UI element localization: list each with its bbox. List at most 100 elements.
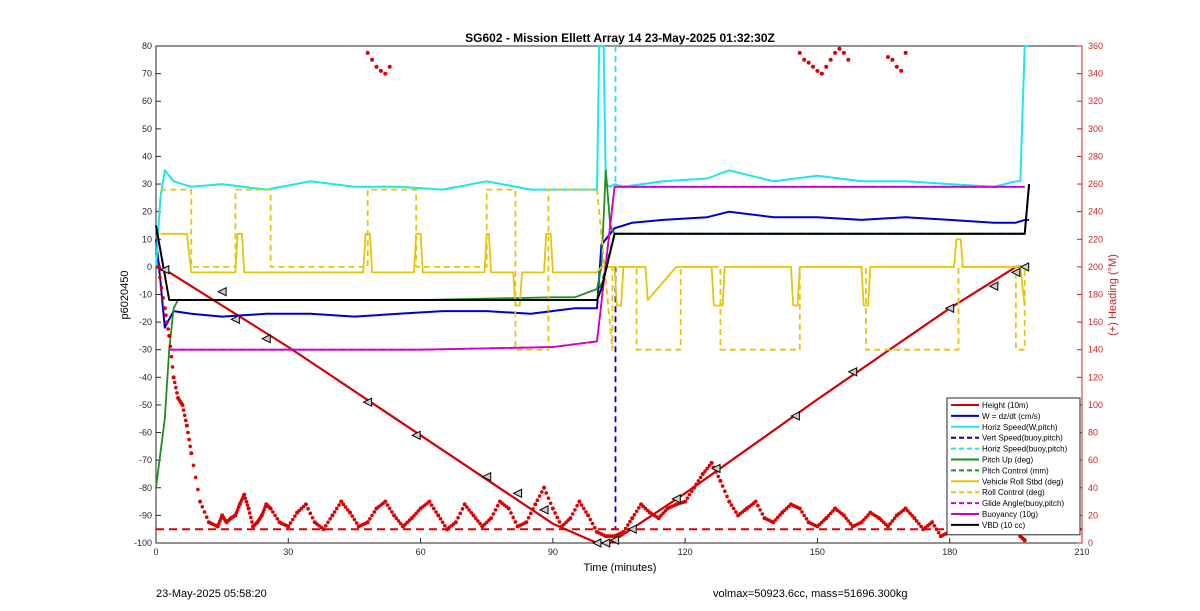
heading-point — [166, 327, 170, 331]
heading-point — [244, 499, 249, 504]
heading-point — [476, 519, 480, 523]
heading-point — [246, 506, 251, 511]
heading-point — [200, 504, 205, 509]
x-axis-label: Time (minutes) — [584, 562, 657, 574]
heading-point — [557, 520, 562, 524]
heading-point — [590, 521, 595, 526]
heading-point — [936, 530, 941, 535]
heading-point — [581, 506, 586, 511]
y-tick-label: 80 — [142, 41, 152, 51]
x-tick-label: 120 — [678, 547, 693, 557]
y-tick-label: -100 — [134, 538, 152, 548]
dive-marker — [1019, 262, 1030, 272]
heading-point — [623, 526, 628, 531]
y2-axis-label: (+) Heading (°M) — [1107, 254, 1119, 336]
y-tick-label: 40 — [142, 151, 152, 161]
legend-label: Pitch Up (deg) — [982, 456, 1033, 465]
y-tick-label: -50 — [139, 400, 152, 410]
y2-tick-label: 300 — [1088, 124, 1103, 134]
y-tick-label: 30 — [142, 179, 152, 189]
y-tick-label: 50 — [142, 124, 152, 134]
y-tick-label: 20 — [142, 207, 152, 217]
y2-tick-label: 140 — [1088, 345, 1103, 355]
heading-point — [513, 520, 518, 524]
heading-point — [390, 510, 394, 514]
heading-point — [337, 503, 341, 507]
heading-point — [156, 264, 161, 269]
heading-point — [661, 511, 665, 516]
heading-point — [409, 516, 414, 521]
heading-point — [824, 516, 829, 521]
heading-point — [288, 521, 293, 525]
heading-point — [546, 496, 551, 500]
dive-marker — [847, 367, 858, 377]
y2-tick-label: 120 — [1088, 372, 1103, 382]
dive-marker — [481, 471, 492, 482]
y2-tick-label: 100 — [1088, 400, 1103, 410]
heading-point — [308, 511, 313, 516]
heading-point — [383, 71, 388, 76]
heading-point — [465, 505, 469, 509]
x-tick-label: 30 — [283, 547, 293, 557]
legend-label: Buoyancy (10g) — [982, 510, 1038, 519]
heading-point — [352, 517, 357, 522]
heading-point — [286, 524, 291, 529]
plot-area — [155, 45, 1083, 544]
x-tick-label: 210 — [1074, 547, 1089, 557]
heading-point — [553, 511, 557, 515]
heading-point — [242, 492, 247, 497]
heading-point — [306, 507, 310, 511]
y2-tick-label: 340 — [1088, 69, 1103, 79]
heading-point — [890, 57, 895, 62]
series-line — [169, 185, 1025, 351]
heading-point — [184, 423, 189, 428]
heading-point — [550, 506, 555, 511]
legend-label: Horiz Speed(buoy,pitch) — [982, 445, 1068, 454]
heading-point — [159, 285, 164, 290]
heading-point — [493, 508, 498, 512]
heading-point — [912, 516, 917, 521]
heading-point — [700, 471, 705, 476]
heading-point — [626, 523, 630, 527]
dive-marker — [362, 397, 373, 407]
heading-point — [1022, 538, 1027, 543]
heading-point — [467, 508, 471, 512]
heading-point — [888, 521, 892, 526]
heading-point — [323, 523, 328, 528]
heading-point — [460, 507, 465, 511]
heading-point — [343, 505, 348, 509]
heading-point — [365, 50, 370, 55]
heading-point — [756, 503, 760, 508]
heading-point — [180, 402, 185, 407]
heading-point — [709, 460, 714, 465]
heading-point — [170, 365, 175, 369]
y-tick-label: -60 — [139, 428, 152, 438]
heading-point — [245, 503, 250, 507]
heading-point — [191, 463, 196, 468]
heading-point — [414, 511, 418, 516]
heading-point — [204, 515, 209, 519]
legend-label: Height (10m) — [982, 401, 1029, 410]
legend-label: Horiz Speed(W,pitch) — [982, 423, 1058, 432]
heading-point — [218, 519, 222, 523]
heading-point — [354, 521, 359, 525]
heading-point — [656, 516, 661, 521]
heading-point — [348, 510, 353, 515]
y-tick-label: -70 — [139, 455, 152, 465]
heading-point — [725, 494, 729, 499]
heading-point — [436, 513, 441, 518]
heading-point — [368, 517, 372, 521]
heading-point — [903, 506, 908, 511]
heading-point — [828, 57, 833, 62]
y-tick-label: -30 — [139, 345, 152, 355]
heading-point — [167, 333, 172, 338]
heading-point — [432, 506, 436, 511]
heading-point — [181, 408, 186, 412]
heading-point — [172, 380, 177, 385]
heading-point — [914, 519, 919, 523]
heading-point — [491, 512, 496, 516]
heading-point — [321, 527, 326, 532]
heading-point — [592, 526, 597, 530]
heading-point — [837, 46, 842, 51]
heading-point — [892, 516, 897, 520]
